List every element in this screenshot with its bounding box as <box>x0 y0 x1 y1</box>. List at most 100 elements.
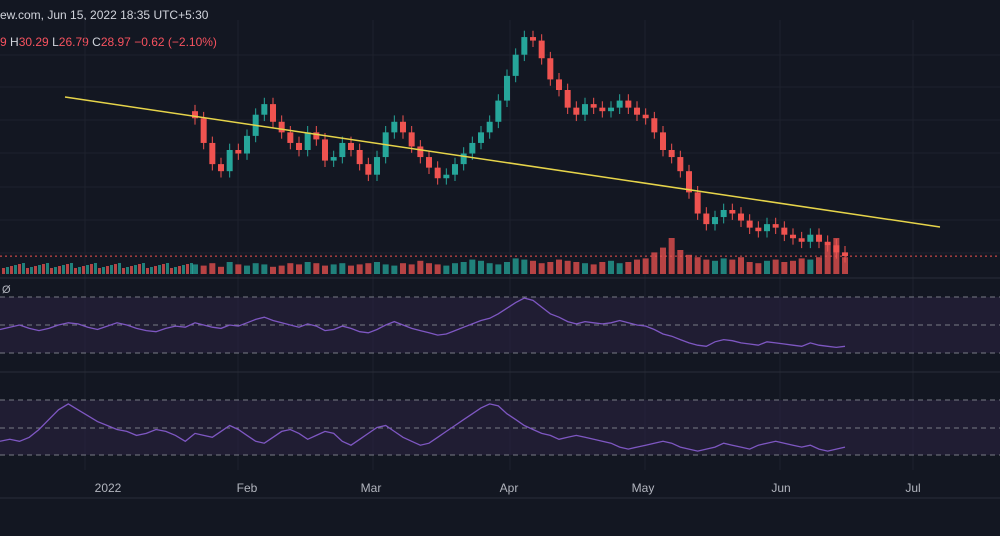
volume-bar <box>391 265 398 274</box>
volume-bar <box>166 263 169 274</box>
low-value: 26.79 <box>58 35 89 49</box>
candle-body <box>244 135 250 154</box>
volume-bar <box>677 250 684 274</box>
volume-bar <box>46 263 49 274</box>
volume-bar <box>178 266 181 274</box>
volume-bar <box>538 263 545 274</box>
volume-bar <box>772 259 779 274</box>
volume-bar <box>34 266 37 274</box>
candle-body <box>668 150 675 158</box>
volume-bar <box>356 264 363 274</box>
volume-bar <box>582 263 588 274</box>
volume-bar <box>182 265 185 274</box>
candle-body <box>538 40 545 59</box>
candle-body <box>417 146 424 158</box>
volume-bar <box>54 267 57 274</box>
volume-bar <box>712 260 718 274</box>
candle-body <box>322 139 328 161</box>
x-axis-label: Feb <box>237 481 258 495</box>
volume-bar <box>192 264 198 274</box>
candle-body <box>547 58 554 80</box>
candle-body <box>218 164 224 172</box>
volume-bar <box>110 265 113 274</box>
volume-bar <box>261 264 268 274</box>
volume-bar <box>807 259 814 274</box>
volume-bar <box>521 259 528 274</box>
candle-body <box>590 104 597 108</box>
candle-body <box>261 104 268 115</box>
volume-bar <box>755 263 762 274</box>
candle-body <box>790 234 796 239</box>
volume-bar <box>78 267 81 274</box>
volume-bar <box>443 265 450 274</box>
volume-bar <box>746 262 753 274</box>
volume-bar <box>38 265 41 274</box>
candle-body <box>842 252 848 257</box>
volume-bar <box>14 265 17 274</box>
x-axis-label: 2022 <box>95 481 122 495</box>
volume-bar <box>339 263 346 274</box>
candle-body <box>573 107 580 115</box>
candle-body <box>365 164 372 175</box>
candle-body <box>712 217 718 225</box>
candle-body <box>798 238 805 242</box>
x-axis-label: Apr <box>500 481 519 495</box>
volume-bar <box>296 264 302 274</box>
candle-body <box>192 111 198 119</box>
volume-bar <box>616 263 623 274</box>
volume-bar <box>434 264 441 274</box>
volume-bar <box>824 245 831 274</box>
trendline[interactable] <box>64 96 941 228</box>
volume-bar <box>382 264 389 274</box>
candle-body <box>235 150 242 154</box>
volume-bar <box>313 263 320 274</box>
volume-bar <box>729 259 736 274</box>
volume-bar <box>270 266 276 274</box>
candle-body <box>729 210 736 214</box>
volume-bar <box>6 267 9 274</box>
volume-bar <box>625 262 632 274</box>
volume-bar <box>30 267 33 274</box>
volume-bar <box>134 265 137 274</box>
candle-body <box>764 224 770 232</box>
candle-body <box>330 157 337 161</box>
volume-bar <box>634 259 640 274</box>
volume-bar <box>170 268 173 274</box>
candle-body <box>634 107 640 115</box>
volume-bar <box>235 264 242 274</box>
close-value: 28.97 <box>100 35 131 49</box>
indicator-bands <box>0 296 1000 456</box>
candle-body <box>478 132 484 143</box>
candle-body <box>426 157 432 168</box>
candle-body <box>278 121 285 133</box>
volume-bar <box>126 267 129 274</box>
volume-bar <box>158 265 161 274</box>
volume-bar <box>278 265 285 274</box>
candle-body <box>772 224 779 228</box>
volume-bar <box>200 265 207 274</box>
close-label: C <box>92 35 101 49</box>
volume-bar <box>816 257 822 274</box>
candle-body <box>703 213 710 225</box>
candle-body <box>469 142 476 154</box>
volume-bar <box>530 260 536 274</box>
volume-bar <box>130 266 133 274</box>
candle-body <box>391 121 398 133</box>
volume-bar <box>608 260 614 274</box>
volume-bar <box>781 262 788 274</box>
volume-bar <box>304 262 311 274</box>
candle-body <box>512 54 519 76</box>
volume-bar <box>348 265 354 274</box>
candle-body <box>443 174 450 179</box>
volume-bar <box>252 263 259 274</box>
candle-body <box>495 100 502 122</box>
volume-bar <box>287 263 294 274</box>
volume-bar <box>50 268 53 274</box>
candle-body <box>556 79 562 90</box>
volume-bar <box>90 264 93 274</box>
change-value: −0.62 (−2.10%) <box>134 35 217 49</box>
volume-bar <box>322 265 328 274</box>
volume-bar <box>590 264 597 274</box>
candle-body <box>660 132 666 150</box>
